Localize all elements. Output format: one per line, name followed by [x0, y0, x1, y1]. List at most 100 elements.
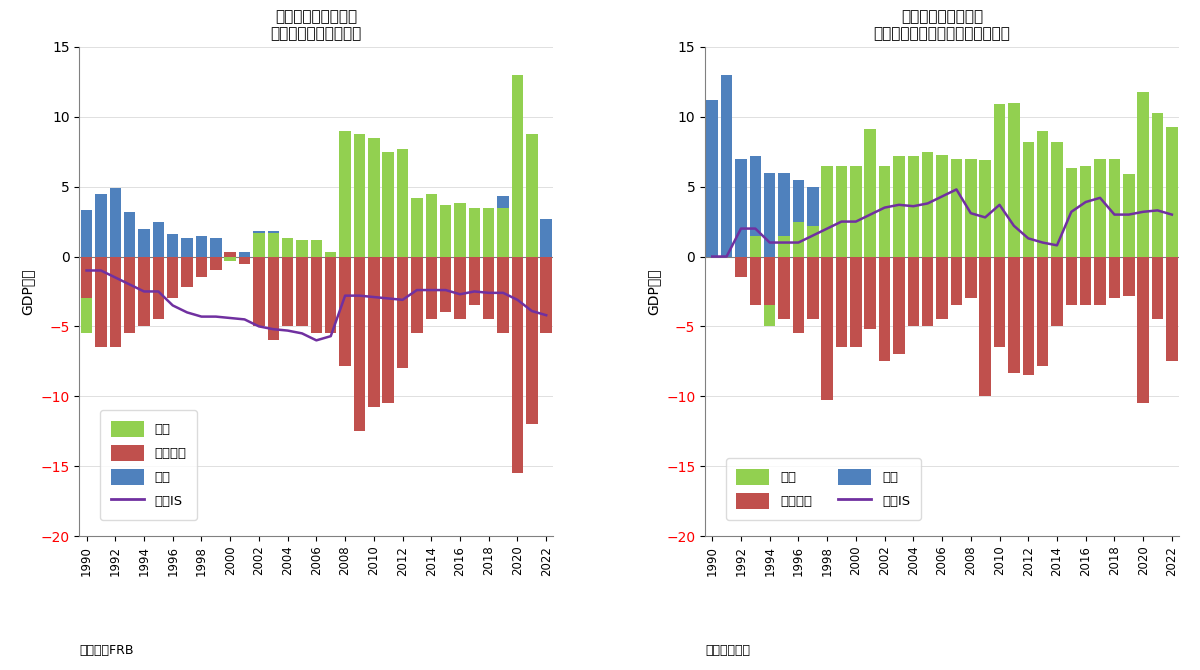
Bar	[268, 257, 280, 340]
Bar	[296, 257, 307, 326]
Bar	[1037, 257, 1049, 366]
Bar	[354, 180, 365, 257]
Bar	[1094, 240, 1106, 257]
Bar	[922, 194, 934, 257]
国内IS	[108, 273, 122, 281]
国内IS	[122, 281, 137, 289]
国内IS	[180, 308, 194, 316]
Bar	[1008, 214, 1020, 257]
Bar	[224, 257, 236, 261]
Bar	[354, 257, 365, 431]
Bar	[469, 210, 480, 257]
Bar	[124, 212, 136, 257]
国内IS	[353, 291, 367, 299]
Bar	[368, 138, 379, 257]
Bar	[994, 257, 1006, 347]
Bar	[253, 231, 265, 257]
Bar	[181, 257, 193, 277]
Bar	[1109, 236, 1120, 257]
国内IS	[949, 186, 964, 194]
国内IS	[892, 201, 906, 209]
Bar	[325, 253, 336, 257]
Bar	[138, 228, 150, 257]
Bar	[850, 187, 862, 257]
Bar	[540, 257, 552, 334]
Bar	[1152, 113, 1163, 257]
Bar	[282, 239, 293, 257]
Legend: 企業, 一般政府, 家計, 国内IS: 企業, 一般政府, 家計, 国内IS	[100, 410, 197, 520]
国内IS	[310, 336, 324, 344]
Bar	[1166, 257, 1177, 361]
国内IS	[209, 313, 223, 321]
Bar	[1166, 204, 1177, 257]
Bar	[340, 257, 350, 366]
Bar	[979, 257, 991, 396]
Bar	[526, 257, 538, 424]
Bar	[426, 257, 437, 320]
Line: 国内IS: 国内IS	[713, 190, 1172, 257]
Bar	[196, 257, 208, 277]
Bar	[1066, 168, 1078, 257]
国内IS	[324, 332, 338, 340]
Bar	[368, 257, 379, 407]
Bar	[1008, 103, 1020, 257]
Bar	[95, 194, 107, 257]
Bar	[779, 173, 790, 257]
国内IS	[1050, 241, 1064, 249]
Bar	[1123, 174, 1134, 257]
国内IS	[367, 293, 382, 301]
Bar	[1037, 131, 1049, 257]
国内IS	[733, 224, 748, 232]
Bar	[1138, 257, 1148, 403]
国内IS	[510, 296, 524, 304]
Bar	[994, 105, 1006, 257]
Bar	[1166, 127, 1177, 257]
Y-axis label: GDP比％: GDP比％	[20, 268, 35, 315]
Bar	[253, 257, 265, 326]
国内IS	[395, 296, 409, 304]
Bar	[239, 253, 251, 257]
Bar	[1022, 222, 1034, 257]
Bar	[1109, 159, 1120, 257]
Bar	[138, 257, 150, 263]
Bar	[936, 155, 948, 257]
Bar	[109, 257, 121, 261]
国内IS	[496, 289, 510, 297]
Bar	[979, 187, 991, 257]
Bar	[397, 149, 408, 257]
国内IS	[748, 224, 762, 232]
Bar	[397, 217, 408, 257]
国内IS	[1093, 194, 1108, 202]
Bar	[822, 187, 833, 257]
Bar	[526, 155, 538, 257]
Title: 日本の貯蓄投資差額
～過剰貯蓄から流動性の罠状態～: 日本の貯蓄投資差額 ～過剰貯蓄から流動性の罠状態～	[874, 9, 1010, 42]
国内IS	[238, 316, 252, 324]
国内IS	[1151, 206, 1165, 214]
Bar	[965, 187, 977, 257]
国内IS	[1007, 222, 1021, 230]
Bar	[1066, 243, 1078, 257]
Bar	[779, 236, 790, 257]
国内IS	[151, 287, 166, 295]
Bar	[850, 257, 862, 347]
国内IS	[978, 213, 992, 221]
国内IS	[1079, 198, 1093, 206]
Bar	[354, 133, 365, 257]
Bar	[296, 240, 307, 257]
Title: 米国の貯蓄投資差額
～過剰貯蓄ではない～: 米国の貯蓄投資差額 ～過剰貯蓄ではない～	[271, 9, 362, 42]
Bar	[1022, 257, 1034, 375]
国内IS	[281, 326, 295, 334]
Bar	[167, 257, 179, 285]
Bar	[412, 214, 422, 257]
Bar	[340, 230, 350, 257]
Bar	[764, 257, 775, 306]
国内IS	[805, 232, 820, 240]
Bar	[196, 236, 208, 257]
国内IS	[424, 286, 438, 294]
Bar	[440, 208, 451, 257]
Bar	[440, 205, 451, 257]
国内IS	[906, 202, 920, 210]
Bar	[764, 173, 775, 257]
Bar	[239, 257, 251, 263]
Bar	[1022, 142, 1034, 257]
